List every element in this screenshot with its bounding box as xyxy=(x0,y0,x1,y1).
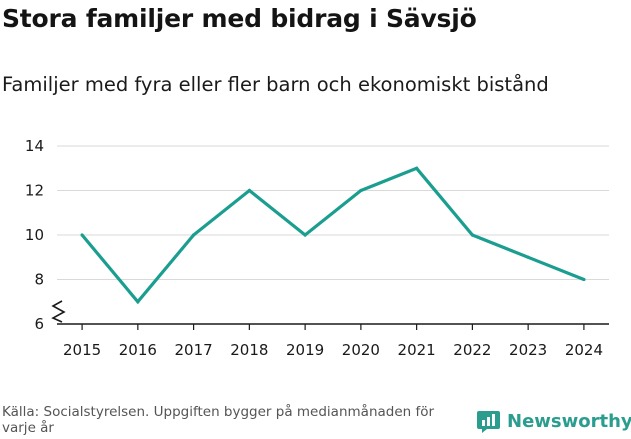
data-point xyxy=(470,233,474,237)
axis-break-icon xyxy=(51,300,66,323)
data-point xyxy=(247,188,251,193)
newsworthy-logo-icon xyxy=(477,410,500,433)
y-tick-label: 8 xyxy=(34,271,44,289)
x-tick-label: 2020 xyxy=(342,341,380,359)
y-tick-label: 12 xyxy=(25,182,44,200)
x-tick-label: 2016 xyxy=(119,341,157,359)
data-point xyxy=(415,166,419,170)
brand-name: Newsworthy xyxy=(507,410,631,432)
data-point xyxy=(582,277,586,282)
data-point xyxy=(136,300,140,304)
data-point xyxy=(359,188,363,193)
x-tick-label: 2023 xyxy=(509,341,547,359)
series-line xyxy=(80,166,585,305)
x-tick-label: 2024 xyxy=(565,341,603,359)
y-tick-label: 14 xyxy=(25,137,44,155)
chart-subtitle: Familjer med fyra eller fler barn och ek… xyxy=(2,73,549,96)
x-tick-label: 2018 xyxy=(230,341,268,359)
x-tick-label: 2017 xyxy=(175,341,213,359)
data-point xyxy=(192,233,196,237)
x-tick-label: 2015 xyxy=(63,341,101,359)
y-tick-label: 6 xyxy=(34,315,44,333)
x-axis xyxy=(57,323,609,330)
data-point xyxy=(80,233,84,237)
data-point xyxy=(526,255,530,259)
y-tick-label: 10 xyxy=(25,226,44,244)
series-lines xyxy=(80,166,586,305)
source-note: Källa: Socialstyrelsen. Uppgiften bygger… xyxy=(2,404,435,436)
x-tick-label: 2022 xyxy=(453,341,491,359)
y-axis-tick-labels: 6 8 10 12 14 xyxy=(25,137,44,333)
chart-title: Stora familjer med bidrag i Sävsjö xyxy=(2,4,477,33)
x-tick-label: 2021 xyxy=(398,341,436,359)
x-tick-label: 2019 xyxy=(286,341,324,359)
data-point xyxy=(303,233,307,237)
gridlines xyxy=(57,145,609,280)
brand-logo: Newsworthy xyxy=(476,408,631,434)
x-axis-tick-labels: 2015 2016 2017 2018 2019 2020 2021 2022 2023 2024 xyxy=(63,341,603,359)
